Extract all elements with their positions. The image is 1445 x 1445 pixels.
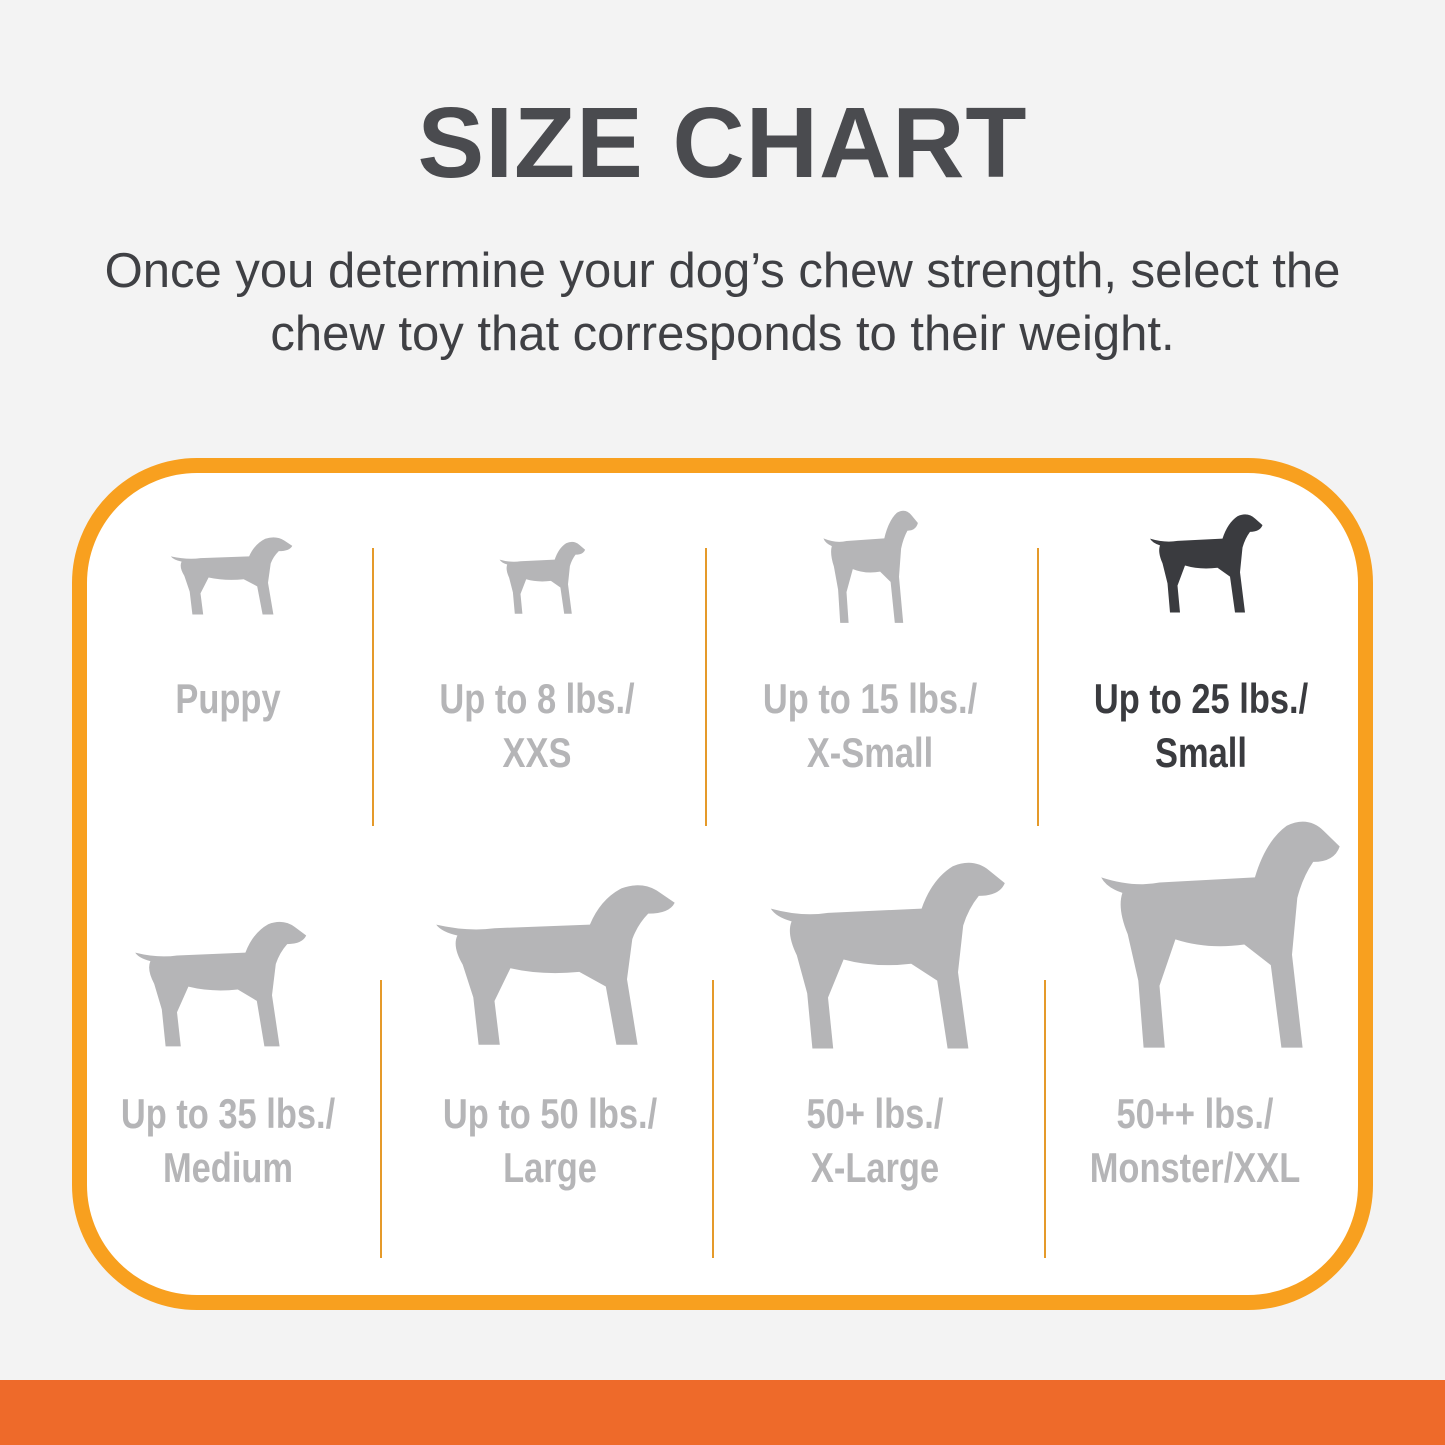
size-label-line1: Up to 15 lbs./ bbox=[762, 675, 978, 722]
subtitle: Once you determine your dog’s chew stren… bbox=[0, 240, 1445, 366]
size-label-line2: X-Small bbox=[806, 729, 934, 776]
size-label-line1: Up to 50 lbs./ bbox=[442, 1090, 658, 1137]
size-label-line2: Monster/XXL bbox=[1089, 1144, 1301, 1191]
size-label-line1: 50++ lbs./ bbox=[1116, 1090, 1274, 1137]
size-label: Up to 35 lbs./ Medium bbox=[93, 1087, 364, 1195]
size-label: Up to 50 lbs./ Large bbox=[415, 1087, 686, 1195]
chihuahua-icon bbox=[499, 541, 586, 614]
size-label: Up to 8 lbs./ XXS bbox=[402, 672, 673, 780]
divider bbox=[712, 980, 714, 1258]
size-label-line1: Up to 25 lbs./ bbox=[1093, 675, 1309, 722]
size-label: 50++ lbs./ Monster/XXL bbox=[1060, 1087, 1331, 1195]
size-label-line2: X-Large bbox=[810, 1144, 940, 1191]
great-dane-icon bbox=[1101, 821, 1340, 1048]
terrier-icon bbox=[1150, 514, 1263, 613]
size-label: Up to 25 lbs./ Small bbox=[1066, 672, 1337, 780]
size-label-line2: Small bbox=[1155, 729, 1247, 776]
size-label-line2: XXS bbox=[502, 729, 572, 776]
size-label-line1: Puppy bbox=[175, 675, 281, 722]
size-label-line1: 50+ lbs./ bbox=[806, 1090, 944, 1137]
subtitle-line: chew toy that corresponds to their weigh… bbox=[270, 307, 1175, 361]
divider bbox=[380, 980, 382, 1258]
size-label: 50+ lbs./ X-Large bbox=[740, 1087, 1011, 1195]
size-label-line2: Large bbox=[503, 1144, 597, 1191]
divider bbox=[372, 548, 374, 826]
size-label-line2: Medium bbox=[162, 1144, 294, 1191]
beagle-icon bbox=[135, 921, 307, 1047]
size-label-line1: Up to 8 lbs./ bbox=[439, 675, 635, 722]
divider bbox=[705, 548, 707, 826]
size-label-line1: Up to 35 lbs./ bbox=[120, 1090, 336, 1137]
retriever-icon bbox=[436, 885, 675, 1045]
divider bbox=[1037, 548, 1039, 826]
puppy-icon bbox=[170, 537, 293, 615]
shepherd-icon bbox=[770, 862, 1005, 1049]
bottom-bar bbox=[0, 1380, 1445, 1445]
toy-dog-icon bbox=[823, 510, 918, 623]
divider bbox=[1044, 980, 1046, 1258]
page-title: SIZE CHART bbox=[417, 87, 1028, 199]
size-label: Up to 15 lbs./ X-Small bbox=[735, 672, 1006, 780]
subtitle-line: Once you determine your dog’s chew stren… bbox=[104, 244, 1341, 298]
size-label: Puppy bbox=[93, 672, 364, 726]
